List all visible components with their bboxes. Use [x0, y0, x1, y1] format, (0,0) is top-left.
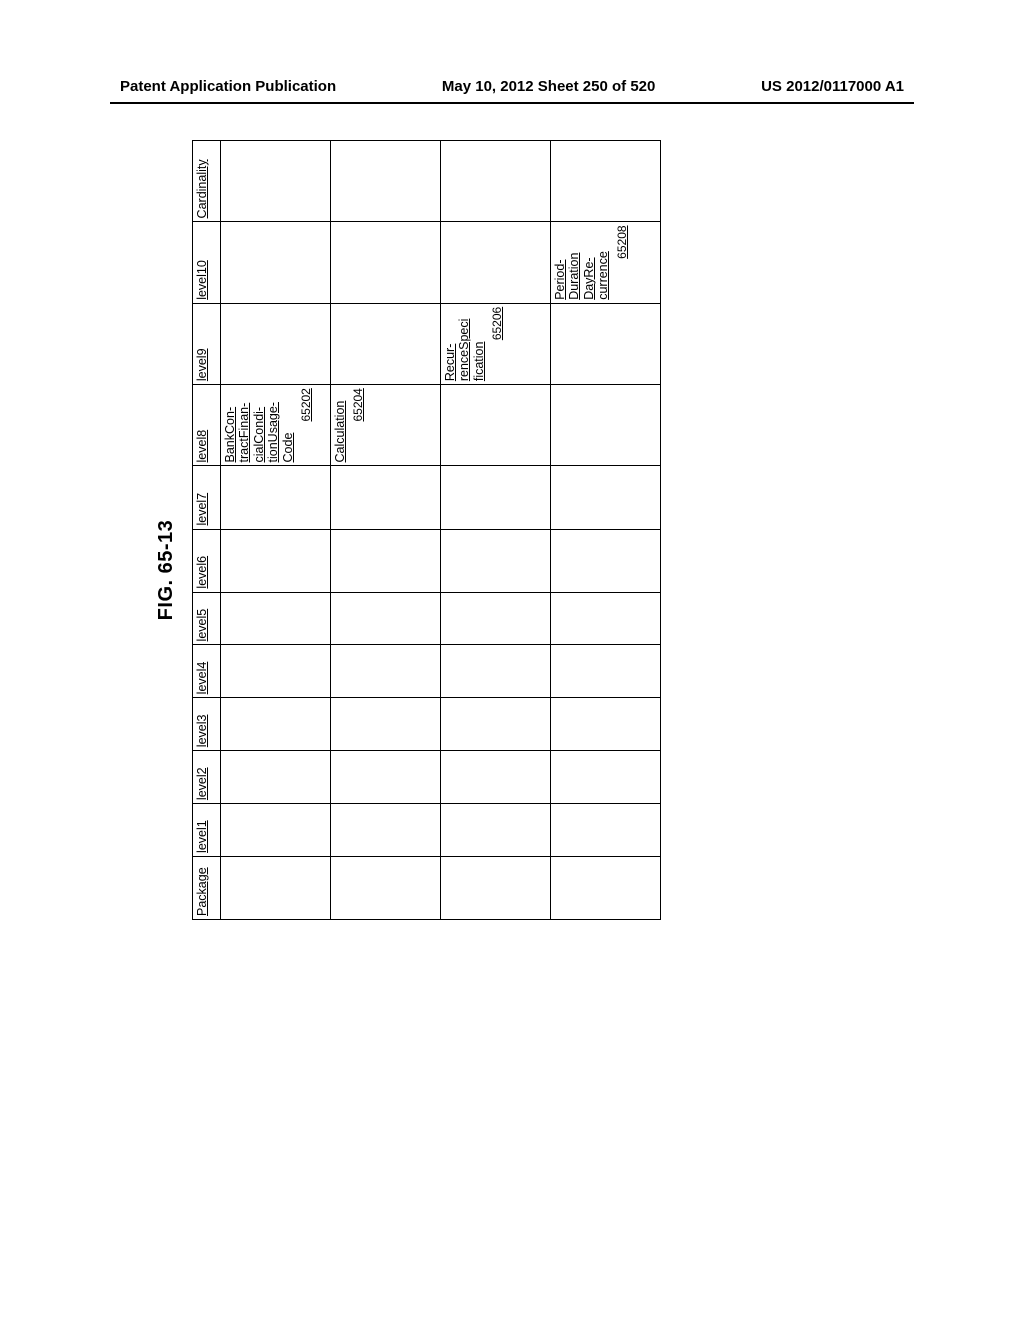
col-package: Package	[193, 856, 221, 919]
cell-ref: 65204	[351, 388, 365, 421]
col-cardinality: Cardinality	[193, 141, 221, 222]
figure-container: FIG. 65-13 Package level1 level2 level3 …	[155, 220, 661, 920]
col-level5: level5	[193, 592, 221, 645]
cell-level9: Recur-renceSpeci fication 65206	[441, 303, 551, 384]
cell-level8: Calculation 65204	[331, 385, 441, 466]
col-level10: level10	[193, 222, 221, 303]
figure-title: FIG. 65-13	[155, 220, 178, 920]
page-header: Patent Application Publication May 10, 2…	[0, 78, 1024, 95]
table-row: Calculation 65204	[331, 141, 441, 920]
table-header-row: Package level1 level2 level3 level4 leve…	[193, 141, 221, 920]
cell-label: Calculation	[333, 388, 347, 462]
header-left: Patent Application Publication	[120, 78, 336, 95]
col-level4: level4	[193, 645, 221, 698]
col-level9: level9	[193, 303, 221, 384]
cell-label: Recur-renceSpeci fication	[443, 307, 486, 381]
cell-label: Period-Duration DayRe-currence	[553, 225, 611, 299]
cell-ref: 65208	[615, 225, 629, 258]
header-center: May 10, 2012 Sheet 250 of 520	[442, 78, 655, 95]
col-level7: level7	[193, 466, 221, 529]
hierarchy-table: Package level1 level2 level3 level4 leve…	[192, 140, 661, 920]
header-rule	[110, 102, 914, 104]
col-level3: level3	[193, 698, 221, 751]
table-row: Period-Duration DayRe-currence 65208	[551, 141, 661, 920]
cell-level8: BankCon-tractFinan-cialCondi-tionUsage-C…	[221, 385, 331, 466]
cell-ref: 65206	[490, 307, 504, 340]
header-right: US 2012/0117000 A1	[761, 78, 904, 95]
cell-ref: 65202	[299, 388, 313, 421]
col-level1: level1	[193, 804, 221, 857]
col-level8: level8	[193, 385, 221, 466]
cell-label: BankCon-tractFinan-cialCondi-tionUsage-C…	[223, 388, 295, 462]
cell-level10: Period-Duration DayRe-currence 65208	[551, 222, 661, 303]
col-level2: level2	[193, 751, 221, 804]
col-level6: level6	[193, 529, 221, 592]
table-row: Recur-renceSpeci fication 65206	[441, 141, 551, 920]
table-row: BankCon-tractFinan-cialCondi-tionUsage-C…	[221, 141, 331, 920]
